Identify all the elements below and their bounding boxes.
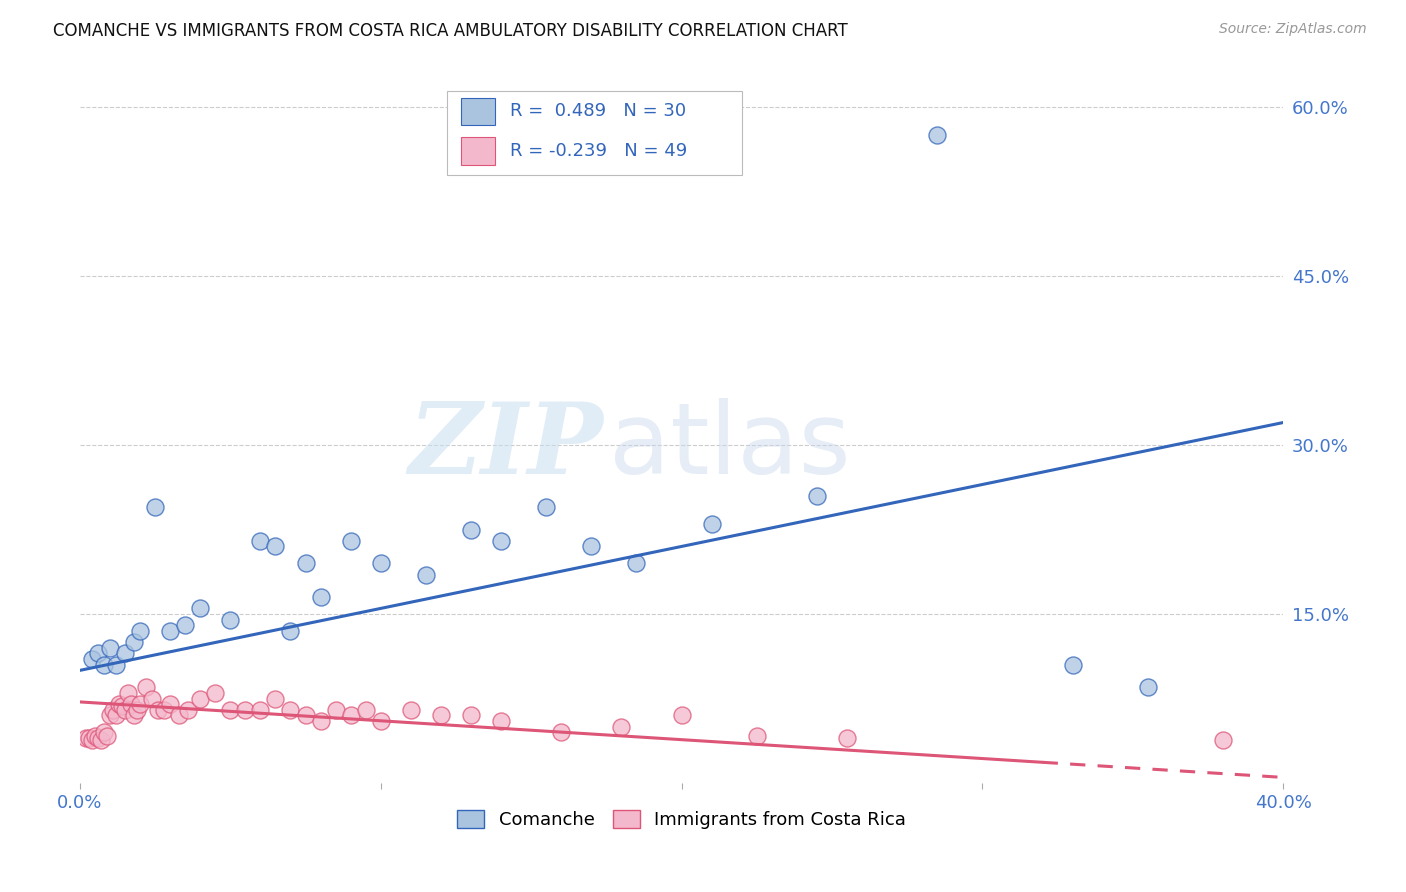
FancyBboxPatch shape <box>461 97 495 126</box>
Point <box>309 714 332 728</box>
Point <box>219 703 242 717</box>
Point <box>87 647 110 661</box>
Point <box>671 708 693 723</box>
Point <box>489 533 512 548</box>
Point <box>235 703 257 717</box>
Point <box>108 697 131 711</box>
Point <box>98 640 121 655</box>
Point <box>249 703 271 717</box>
Point <box>339 708 361 723</box>
Point <box>104 708 127 723</box>
Point <box>122 708 145 723</box>
Point <box>98 708 121 723</box>
Point <box>294 708 316 723</box>
Point <box>1062 657 1084 672</box>
Point <box>370 714 392 728</box>
Legend: Comanche, Immigrants from Costa Rica: Comanche, Immigrants from Costa Rica <box>450 803 914 837</box>
Point <box>93 725 115 739</box>
Point <box>430 708 453 723</box>
FancyBboxPatch shape <box>461 137 495 165</box>
Point <box>399 703 422 717</box>
Point <box>129 624 152 638</box>
Point <box>489 714 512 728</box>
Point <box>177 703 200 717</box>
Point <box>534 500 557 514</box>
Point <box>370 557 392 571</box>
Point <box>93 657 115 672</box>
Text: Source: ZipAtlas.com: Source: ZipAtlas.com <box>1219 22 1367 37</box>
Point <box>146 703 169 717</box>
Point <box>1212 733 1234 747</box>
Point <box>153 703 176 717</box>
Point <box>129 697 152 711</box>
Point <box>415 567 437 582</box>
Point <box>745 729 768 743</box>
Point <box>120 697 142 711</box>
Text: atlas: atlas <box>609 398 851 495</box>
Point <box>174 618 197 632</box>
Point <box>104 657 127 672</box>
Point <box>309 590 332 604</box>
Point <box>264 540 287 554</box>
Point <box>77 731 100 745</box>
Point <box>204 686 226 700</box>
Point <box>90 733 112 747</box>
Point <box>550 725 572 739</box>
Point <box>700 516 723 531</box>
Point <box>188 601 211 615</box>
Point <box>1136 680 1159 694</box>
Point <box>264 691 287 706</box>
Point <box>80 652 103 666</box>
Point <box>460 523 482 537</box>
Point <box>325 703 347 717</box>
Point <box>835 731 858 745</box>
Point <box>80 733 103 747</box>
Point <box>280 624 302 638</box>
Point <box>188 691 211 706</box>
Point <box>114 647 136 661</box>
Point <box>280 703 302 717</box>
Point <box>117 686 139 700</box>
Point <box>806 489 828 503</box>
Point <box>135 680 157 694</box>
Point <box>143 500 166 514</box>
Point <box>219 613 242 627</box>
Text: COMANCHE VS IMMIGRANTS FROM COSTA RICA AMBULATORY DISABILITY CORRELATION CHART: COMANCHE VS IMMIGRANTS FROM COSTA RICA A… <box>53 22 848 40</box>
Text: R =  0.489   N = 30: R = 0.489 N = 30 <box>509 103 686 120</box>
Point <box>87 731 110 745</box>
Point <box>581 540 603 554</box>
Point <box>339 533 361 548</box>
Point <box>141 691 163 706</box>
Point <box>927 128 949 143</box>
Text: R = -0.239   N = 49: R = -0.239 N = 49 <box>509 142 686 160</box>
FancyBboxPatch shape <box>447 91 742 175</box>
Point <box>111 699 134 714</box>
Text: ZIP: ZIP <box>408 398 603 494</box>
Point <box>114 703 136 717</box>
Point <box>125 703 148 717</box>
Point <box>354 703 377 717</box>
Point <box>294 557 316 571</box>
Point <box>84 729 107 743</box>
Point <box>75 731 97 745</box>
Point <box>159 697 181 711</box>
Point <box>159 624 181 638</box>
Point <box>610 720 633 734</box>
Point <box>460 708 482 723</box>
Point <box>626 557 648 571</box>
Point <box>249 533 271 548</box>
Point <box>101 703 124 717</box>
Point <box>122 635 145 649</box>
Point <box>167 708 190 723</box>
Point <box>96 729 118 743</box>
